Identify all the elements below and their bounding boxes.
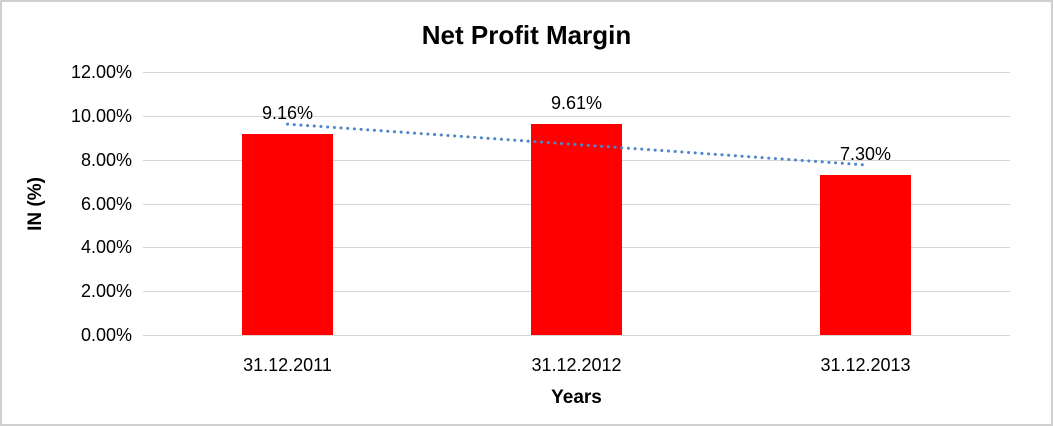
gridline xyxy=(143,115,1010,117)
chart-title: Net Profit Margin xyxy=(421,20,632,50)
y-tick-label: 8.00% xyxy=(80,149,132,170)
bar-data-label: 9.16% xyxy=(261,103,314,124)
gridline xyxy=(143,72,1010,73)
y-tick-label: 0.00% xyxy=(80,325,132,345)
gridline xyxy=(143,335,1010,336)
category-label: 31.12.2012 xyxy=(531,355,622,375)
bar xyxy=(531,124,622,335)
category-label: 31.12.2011 xyxy=(243,355,332,375)
y-axis-title: IN (%) xyxy=(25,176,46,231)
bar xyxy=(242,134,333,335)
category-label: 31.12.2013 xyxy=(820,355,911,375)
y-tick-label: 10.00% xyxy=(70,105,132,126)
x-axis-title: Years xyxy=(551,387,602,408)
y-tick-label: 2.00% xyxy=(80,281,132,302)
y-tick-label: 12.00% xyxy=(70,62,132,82)
y-tick-label: 6.00% xyxy=(80,193,132,214)
bar-data-label: 7.30% xyxy=(839,144,892,164)
bar xyxy=(820,175,911,335)
y-tick-label: 4.00% xyxy=(80,237,132,258)
bar-data-label: 9.61% xyxy=(550,93,603,114)
